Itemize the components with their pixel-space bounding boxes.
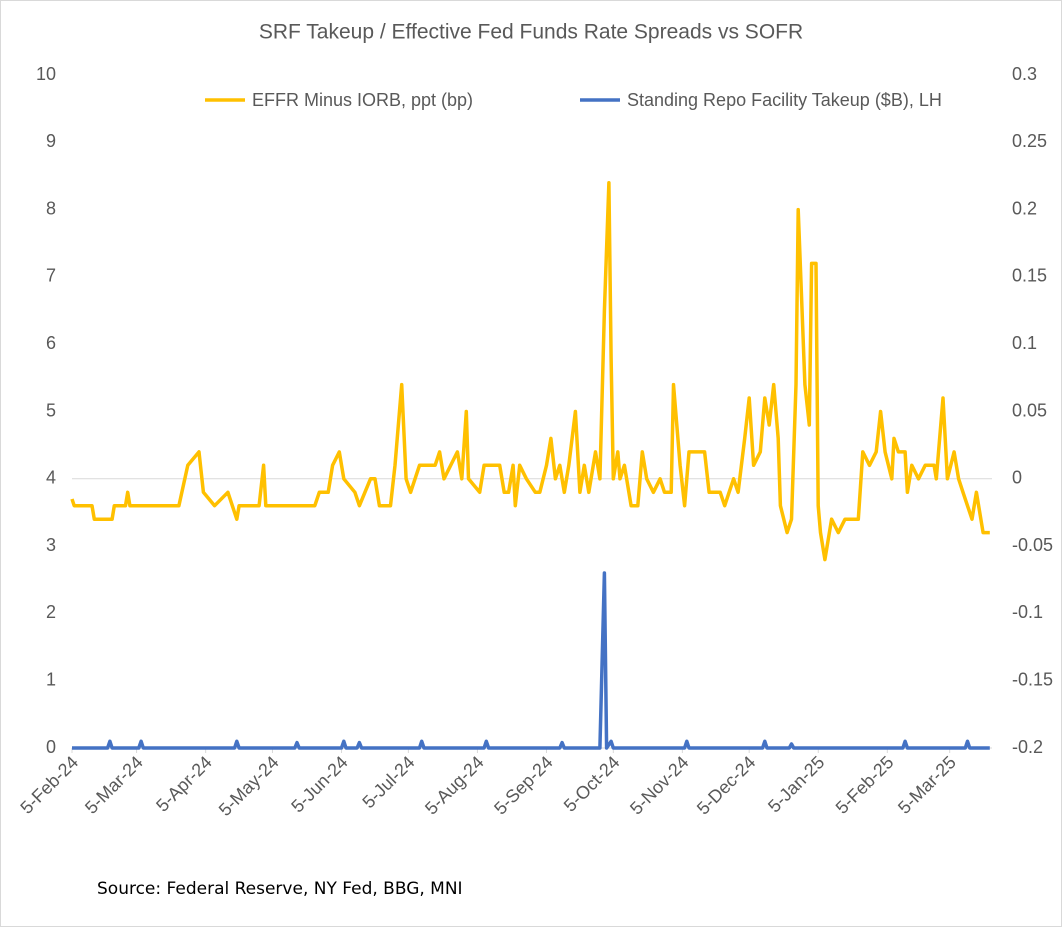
legend-label: Standing Repo Facility Takeup ($B), LH [627, 90, 942, 110]
y-tick-label: 3 [46, 535, 56, 555]
y-tick-label: 2 [46, 602, 56, 622]
y-tick-label: 1 [46, 669, 56, 689]
y-tick-label: 0 [46, 737, 56, 757]
y-tick-label: 7 [46, 266, 56, 286]
y2-tick-label: -0.15 [1012, 669, 1053, 689]
y-tick-label: 4 [46, 468, 56, 488]
y2-tick-label: -0.1 [1012, 602, 1043, 622]
y2-tick-label: 0.15 [1012, 266, 1047, 286]
y2-tick-label: 0.25 [1012, 131, 1047, 151]
source-note: Source: Federal Reserve, NY Fed, BBG, MN… [97, 879, 463, 899]
y2-tick-label: 0.3 [1012, 64, 1037, 84]
chart-title: SRF Takeup / Effective Fed Funds Rate Sp… [259, 21, 803, 44]
y2-tick-label: 0.1 [1012, 333, 1037, 353]
y-tick-label: 6 [46, 333, 56, 353]
series-line [72, 571, 990, 750]
y-tick-label: 9 [46, 131, 56, 151]
y2-tick-label: -0.05 [1012, 535, 1053, 555]
series-line [70, 180, 990, 562]
y2-tick-label: 0.05 [1012, 400, 1047, 420]
y-tick-label: 10 [36, 64, 56, 84]
legend-label: EFFR Minus IORB, ppt (bp) [252, 90, 473, 110]
y-tick-label: 5 [46, 400, 56, 420]
y2-tick-label: 0.2 [1012, 198, 1037, 218]
y2-tick-label: -0.2 [1012, 737, 1043, 757]
y2-tick-label: 0 [1012, 468, 1022, 488]
y-tick-label: 8 [46, 198, 56, 218]
